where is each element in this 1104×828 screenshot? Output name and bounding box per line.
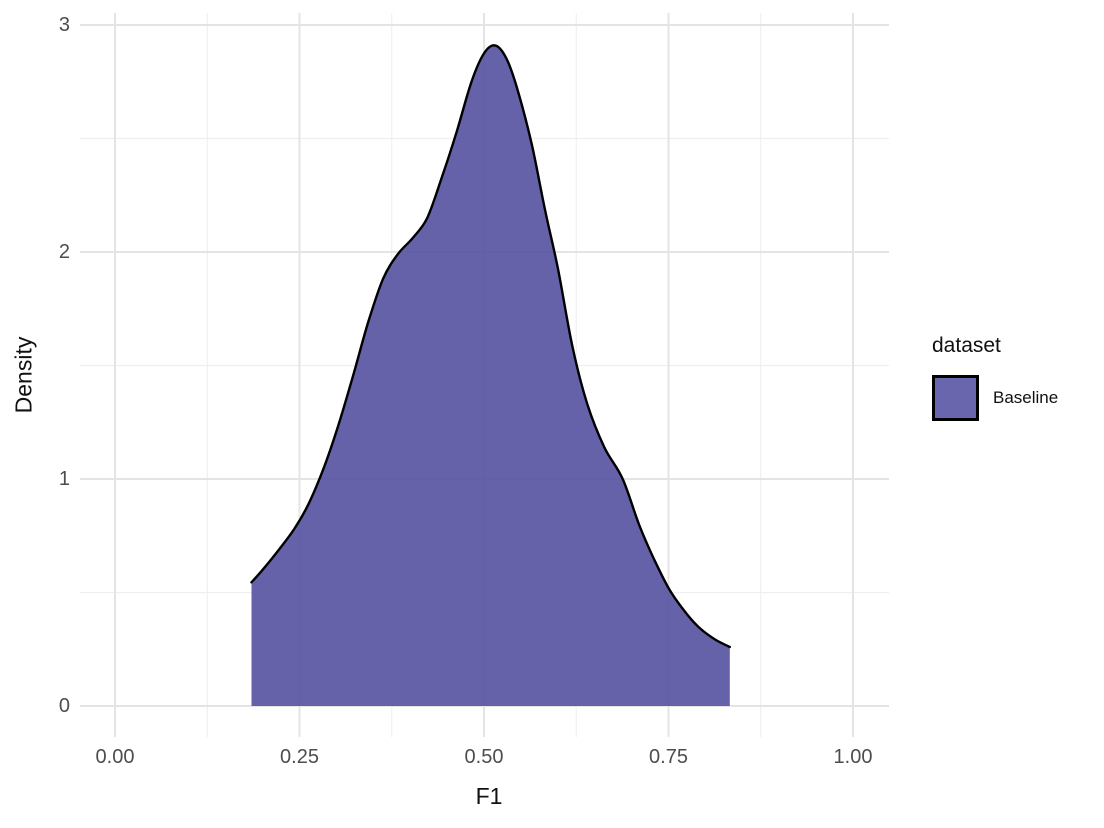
legend-title: dataset <box>932 334 1001 357</box>
x-tick-label: 1.00 <box>833 746 873 768</box>
x-axis-title: F1 <box>475 783 503 809</box>
legend: dataset Baseline <box>932 334 1058 421</box>
density-area-baseline <box>251 45 730 706</box>
x-tick-label: 0.25 <box>280 746 319 768</box>
y-tick-label: 0 <box>58 695 70 717</box>
density-outline-baseline <box>250 44 731 649</box>
legend-entry-label: Baseline <box>993 388 1059 407</box>
x-tick-label: 0.50 <box>464 746 504 768</box>
y-axis-title: Density <box>10 336 37 414</box>
x-tick-label: 0.00 <box>95 746 135 768</box>
x-tick-label: 0.75 <box>649 746 688 768</box>
y-tick-label: 3 <box>58 14 70 36</box>
legend-key-swatch <box>932 375 979 421</box>
y-tick-label: 1 <box>58 468 70 490</box>
y-tick-label: 2 <box>58 241 70 263</box>
legend-entry-baseline: Baseline <box>932 375 1058 421</box>
